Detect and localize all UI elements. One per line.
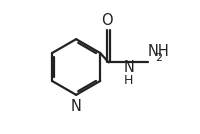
Text: H: H xyxy=(124,74,134,87)
Text: N: N xyxy=(71,99,82,114)
Text: NH: NH xyxy=(148,44,170,59)
Text: O: O xyxy=(101,13,113,28)
Text: N: N xyxy=(123,59,134,75)
Text: 2: 2 xyxy=(155,53,162,63)
